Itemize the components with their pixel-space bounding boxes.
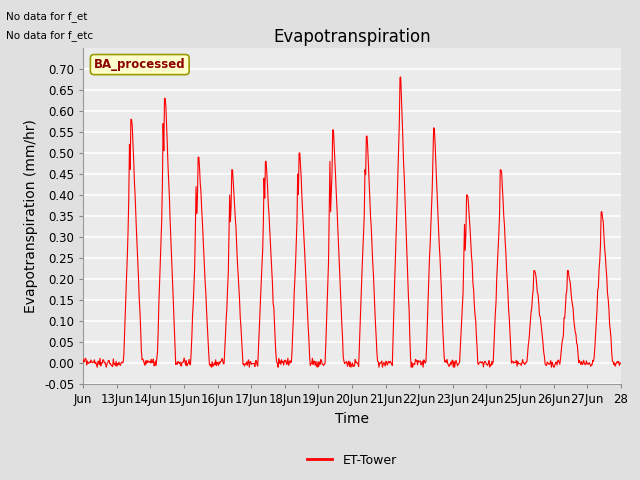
Y-axis label: Evapotranspiration (mm/hr): Evapotranspiration (mm/hr) [24, 119, 38, 313]
Text: No data for f_etc: No data for f_etc [6, 30, 93, 41]
Text: BA_processed: BA_processed [94, 58, 186, 71]
Legend: ET-Tower: ET-Tower [302, 449, 402, 472]
X-axis label: Time: Time [335, 411, 369, 426]
Text: No data for f_et: No data for f_et [6, 11, 88, 22]
Title: Evapotranspiration: Evapotranspiration [273, 28, 431, 47]
